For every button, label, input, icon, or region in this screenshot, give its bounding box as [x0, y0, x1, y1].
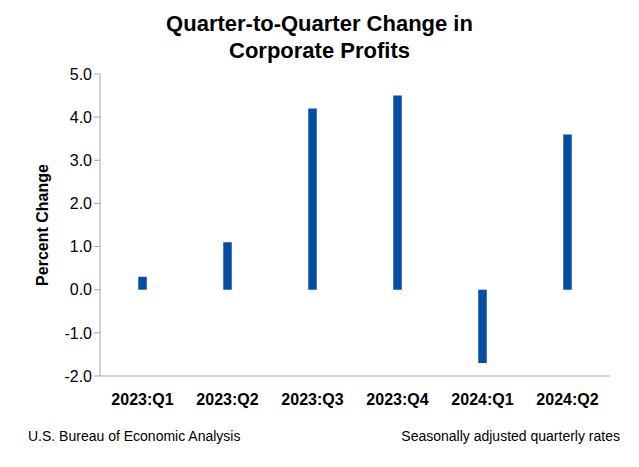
svg-text:4.0: 4.0 [70, 109, 92, 126]
svg-text:2023:Q4: 2023:Q4 [366, 391, 428, 408]
svg-text:2024:Q1: 2024:Q1 [451, 391, 513, 408]
svg-text:-1.0: -1.0 [64, 325, 92, 342]
svg-text:2024:Q2: 2024:Q2 [536, 391, 598, 408]
svg-text:2023:Q3: 2023:Q3 [281, 391, 343, 408]
svg-text:5.0: 5.0 [70, 66, 92, 83]
svg-text:2023:Q1: 2023:Q1 [111, 391, 173, 408]
svg-text:Percent Change: Percent Change [34, 164, 51, 286]
svg-text:3.0: 3.0 [70, 152, 92, 169]
svg-text:2.0: 2.0 [70, 195, 92, 212]
svg-text:1.0: 1.0 [70, 238, 92, 255]
html-text:U.S. Bureau of Economic Analys: U.S. Bureau of Economic Analysis [28, 428, 241, 444]
svg-text:2023:Q2: 2023:Q2 [196, 391, 258, 408]
html-text:Seasonally adjusted quarterly: Seasonally adjusted quarterly rates [401, 428, 620, 444]
svg-text:-2.0: -2.0 [64, 368, 92, 385]
html-text:Quarter-to-Quarter Change in C: Quarter-to-Quarter Change in Corporate P… [166, 11, 473, 63]
svg-text:0.0: 0.0 [70, 281, 92, 298]
